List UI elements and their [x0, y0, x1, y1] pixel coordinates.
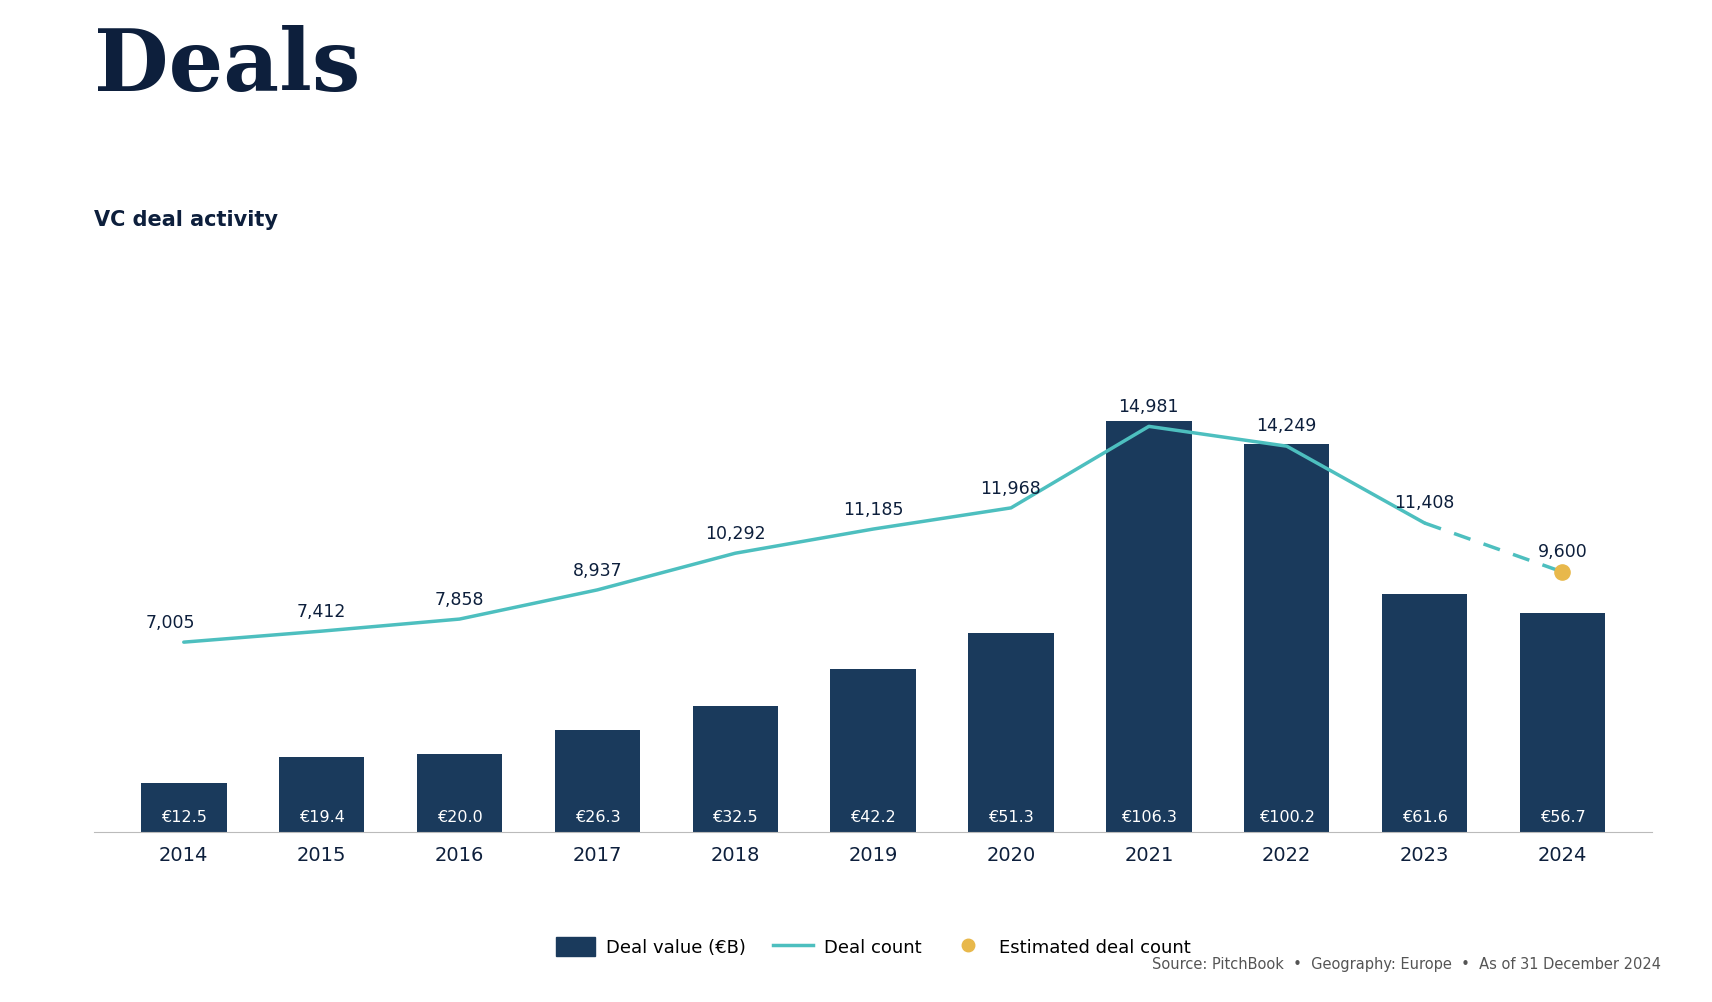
Bar	[693, 706, 777, 832]
Text: 11,185: 11,185	[842, 501, 904, 519]
Text: €32.5: €32.5	[712, 810, 758, 825]
Bar	[1106, 421, 1192, 832]
Text: 14,981: 14,981	[1118, 398, 1180, 416]
Bar	[830, 668, 916, 832]
Text: €51.3: €51.3	[988, 810, 1034, 825]
Bar	[416, 755, 502, 832]
Bar	[969, 633, 1053, 832]
Text: 14,249: 14,249	[1257, 418, 1317, 435]
Text: €20.0: €20.0	[437, 810, 483, 825]
Text: VC deal activity: VC deal activity	[94, 210, 277, 230]
Text: €42.2: €42.2	[851, 810, 895, 825]
Text: €56.7: €56.7	[1539, 810, 1585, 825]
Bar	[140, 784, 226, 832]
Text: €61.6: €61.6	[1402, 810, 1448, 825]
Bar	[1245, 445, 1330, 832]
Text: €19.4: €19.4	[298, 810, 344, 825]
Text: €12.5: €12.5	[161, 810, 207, 825]
Text: 11,408: 11,408	[1394, 494, 1455, 512]
Text: 7,412: 7,412	[296, 603, 346, 621]
Point	[1549, 564, 1577, 580]
Text: Source: PitchBook  •  Geography: Europe  •  As of 31 December 2024: Source: PitchBook • Geography: Europe • …	[1152, 957, 1661, 972]
Text: €106.3: €106.3	[1121, 810, 1176, 825]
Text: 9,600: 9,600	[1537, 543, 1587, 561]
Text: Deals: Deals	[94, 25, 361, 109]
Bar	[279, 757, 365, 832]
Text: 11,968: 11,968	[981, 480, 1041, 498]
Text: 7,005: 7,005	[146, 614, 195, 632]
Text: €100.2: €100.2	[1258, 810, 1315, 825]
Bar	[1382, 593, 1467, 832]
Text: 8,937: 8,937	[572, 562, 621, 580]
Bar	[1520, 612, 1606, 832]
Bar	[555, 730, 640, 832]
Text: €26.3: €26.3	[575, 810, 620, 825]
Text: 10,292: 10,292	[705, 525, 765, 543]
Text: 7,858: 7,858	[435, 591, 484, 609]
Legend: Deal value (€B), Deal count, Estimated deal count: Deal value (€B), Deal count, Estimated d…	[548, 930, 1198, 964]
